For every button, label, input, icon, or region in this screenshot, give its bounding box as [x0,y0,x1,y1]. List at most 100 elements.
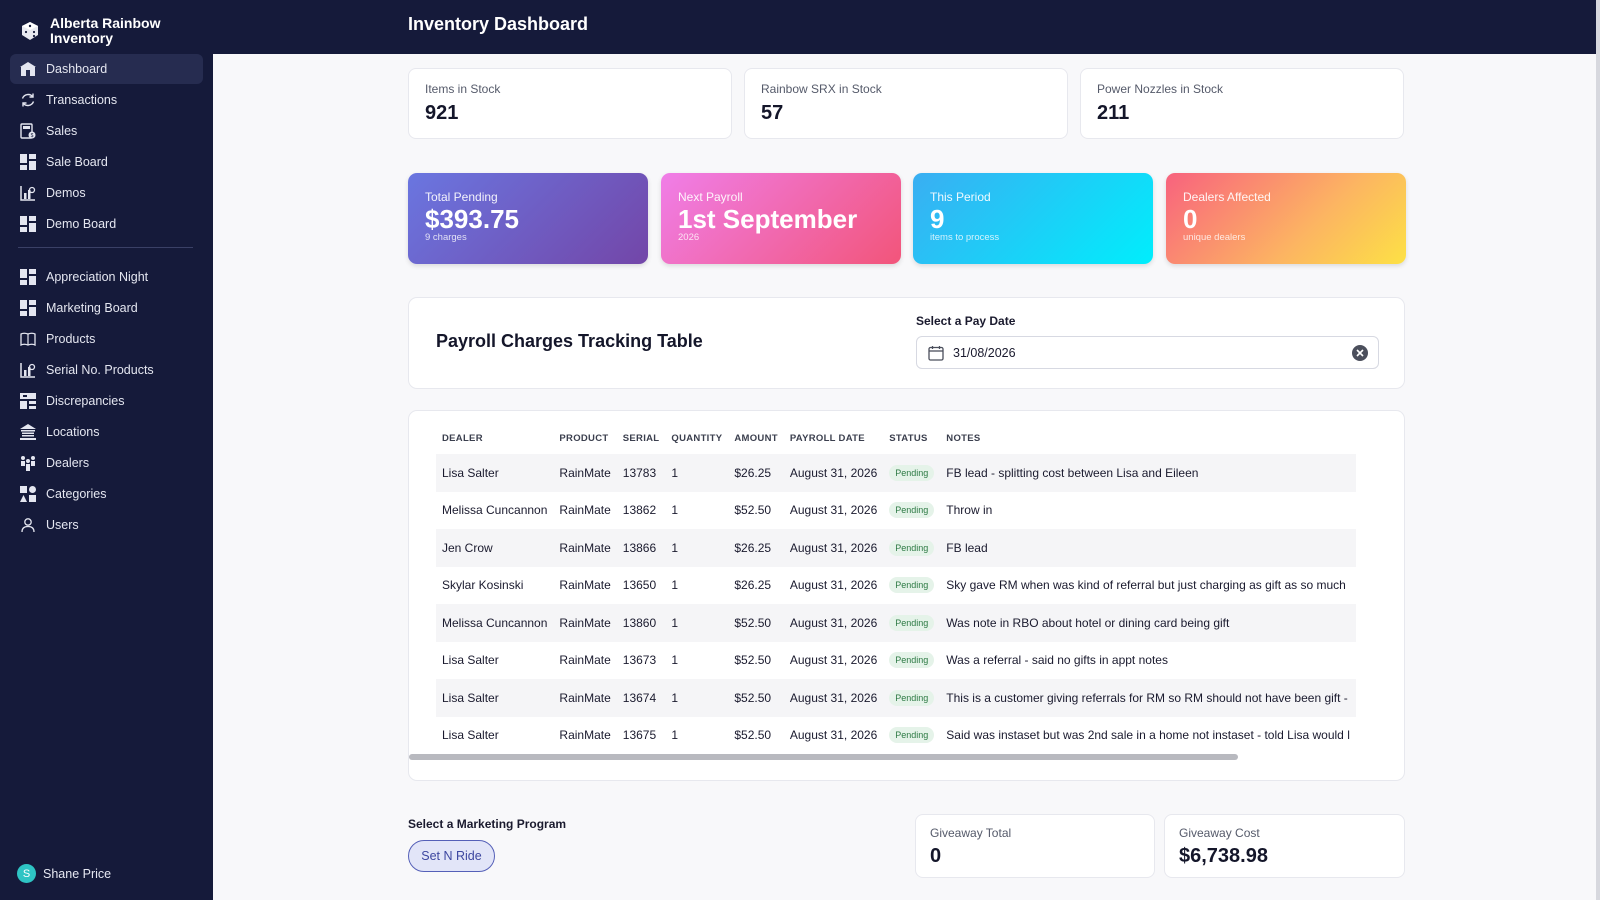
page-scrollbar[interactable] [1596,0,1600,900]
sidebar: Alberta Rainbow Inventory Dashboard Tran… [0,0,213,900]
sidebar-item-marketing-board[interactable]: Marketing Board [10,293,203,323]
sidebar-item-dealers[interactable]: Dealers [10,448,203,478]
chart-icon [19,361,37,379]
shapes-icon [19,485,37,503]
refresh-icon [19,91,37,109]
status-badge: Pending [889,614,935,631]
grid-icon [19,392,37,410]
summary-card-label: Next Payroll [678,190,743,204]
giveaway-cost-card: Giveaway Cost $6,738.98 [1164,814,1405,878]
sidebar-item-label: Appreciation Night [46,270,149,284]
summary-card-value: 1st September [678,204,858,234]
building-icon [19,423,37,441]
cell-notes: FB lead - splitting cost between Lisa an… [940,454,1356,492]
people-icon [19,454,37,472]
sidebar-item-label: Sale Board [46,155,108,169]
sidebar-item-discrepancies[interactable]: Discrepancies [10,386,203,416]
summary-card-sub: 9 charges [425,232,467,243]
cell-amount: $52.50 [734,503,772,518]
home-icon [19,60,37,78]
table-row[interactable]: Melissa Cuncannon RainMate 13862 1 $52.50 Aug… [436,492,1356,530]
table-row[interactable]: Melissa Cuncannon RainMate 13860 1 $52.50 Aug… [436,604,1356,642]
col-status[interactable]: STATUS [889,432,928,444]
stock-card-power-nozzles: Power Nozzles in Stock 211 [1080,68,1404,139]
col-notes[interactable]: NOTES [946,432,981,444]
cell-status: Pending [883,604,941,642]
user-name: Shane Price [43,866,112,881]
cell-product: RainMate [559,578,611,593]
summary-card-label: Dealers Affected [1183,190,1271,204]
payroll-table-scroll[interactable]: DEALER PRODUCT SERIAL QUANTITY AMOUNT PA… [436,422,1404,757]
table-row[interactable]: Jen Crow RainMate 13866 1 $26.25 August 31, 2… [436,529,1356,567]
sidebar-item-serial-no-products[interactable]: Serial No. Products [10,355,203,385]
status-badge: Pending [889,502,935,519]
cell-payroll-date: August 31, 2026 [783,679,884,717]
top-bar: Inventory Dashboard [213,0,1600,54]
sidebar-item-appreciation-night[interactable]: Appreciation Night [10,262,203,292]
sidebar-item-users[interactable]: Users [10,510,203,540]
cell-dealer: Lisa Salter [442,728,499,743]
stock-card-items: Items in Stock 921 [408,68,732,139]
cell-amount: $26.25 [734,578,772,593]
cell-quantity: 1 [671,503,679,518]
marketing-program-chip[interactable]: Set N Ride [408,840,495,872]
sidebar-item-label: Sales [46,124,78,138]
calendar-icon [928,345,944,361]
cell-quantity: 1 [671,728,679,743]
cell-quantity: 1 [671,578,679,593]
table-row[interactable]: Lisa Salter RainMate 13675 1 $52.50 August 31… [436,717,1356,755]
sidebar-item-dashboard[interactable]: Dashboard [10,54,203,84]
cell-notes: Sky gave RM when was kind of referral bu… [946,578,1346,593]
giveaway-total-card: Giveaway Total 0 [915,814,1155,878]
col-serial[interactable]: SERIAL [622,432,660,444]
cell-amount: $52.50 [734,653,772,668]
clear-date-icon[interactable] [1352,345,1368,361]
table-row[interactable]: Lisa Salter RainMate 13674 1 $52.50 August 31… [436,679,1356,717]
sidebar-item-demo-board[interactable]: Demo Board [10,209,203,239]
board-icon [19,268,37,286]
summary-card-label: This Period [930,190,991,204]
sidebar-item-transactions[interactable]: Transactions [10,85,203,115]
cell-quantity: 1 [665,529,729,567]
sidebar-item-categories[interactable]: Categories [10,479,203,509]
table-row[interactable]: Skylar Kosinski RainMate 13650 1 $26.25 Augus… [436,567,1356,605]
cell-payroll-date: August 31, 2026 [783,604,884,642]
sidebar-item-products[interactable]: Products [10,324,203,354]
sidebar-item-demos[interactable]: Demos [10,178,203,208]
cell-product: RainMate [553,529,617,567]
board-icon [19,299,37,317]
status-badge: Pending [889,652,935,669]
table-row[interactable]: Lisa Salter RainMate 13783 1 $26.25 August 31… [436,454,1356,492]
sidebar-item-label: Products [46,332,96,346]
sidebar-item-label: Transactions [46,93,118,107]
sidebar-item-locations[interactable]: Locations [10,417,203,447]
cell-status: Pending [883,567,940,605]
col-quantity[interactable]: QUANTITY [671,432,723,444]
col-payroll-date[interactable]: PAYROLL DATE [789,432,865,444]
user-profile[interactable]: S Shane Price [17,864,111,883]
brand[interactable]: Alberta Rainbow Inventory [0,0,213,50]
sidebar-item-sale-board[interactable]: Sale Board [10,147,203,177]
sidebar-item-label: Demos [46,186,86,200]
status-badge: Pending [889,727,935,744]
horizontal-scrollbar[interactable] [409,754,1238,760]
stock-card-value: 921 [425,102,459,124]
sidebar-item-sales[interactable]: $ Sales [10,116,203,146]
brand-name: Alberta Rainbow Inventory [50,16,160,46]
cell-dealer: Lisa Salter [442,653,499,668]
sidebar-item-label: Marketing Board [46,301,138,315]
cell-status: Pending [883,717,940,755]
table-row[interactable]: Lisa Salter RainMate 13673 1 $52.50 August 31… [436,642,1356,680]
col-product[interactable]: PRODUCT [559,432,609,444]
cell-serial: 13866 [616,529,666,567]
cell-amount: $52.50 [728,679,784,717]
col-amount[interactable]: AMOUNT [734,432,778,444]
cell-status: Pending [883,642,940,680]
summary-card-value: 0 [1183,204,1198,234]
pay-date-picker[interactable]: 31/08/2026 [916,336,1379,369]
sidebar-item-label: Dashboard [46,62,108,76]
cell-dealer: Lisa Salter [436,679,554,717]
cell-serial: 13783 [616,454,666,492]
col-dealer[interactable]: DEALER [442,432,483,444]
status-badge: Pending [889,464,935,481]
